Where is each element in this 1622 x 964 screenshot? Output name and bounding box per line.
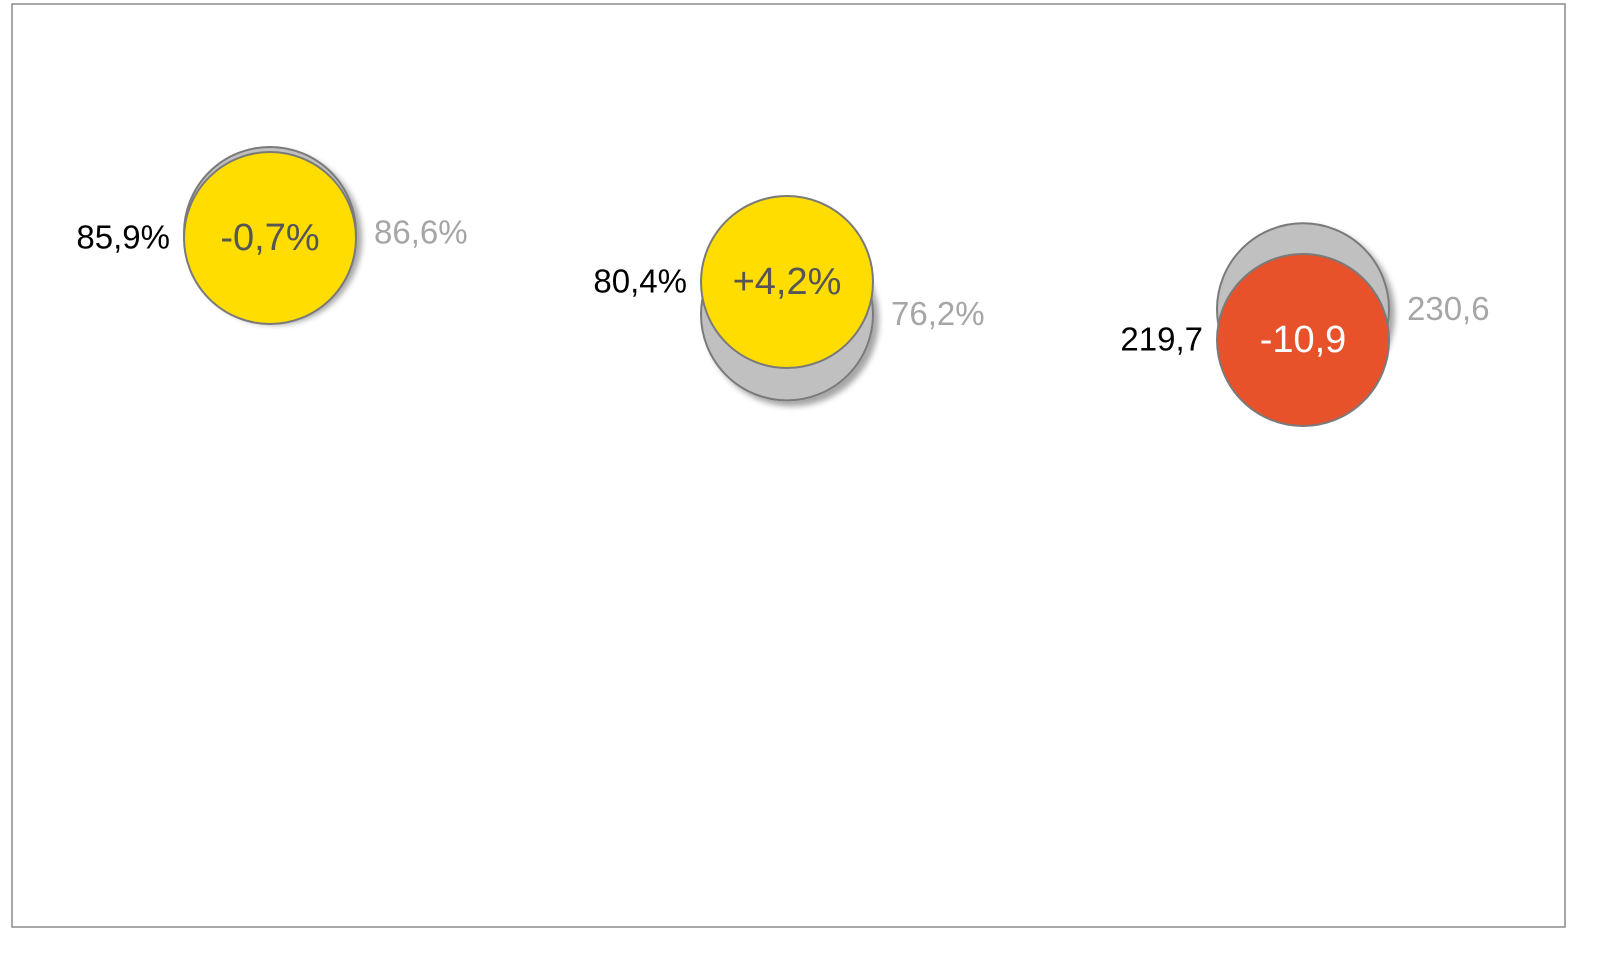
current-bubble [700, 195, 874, 369]
previous-label: 76,2% [891, 295, 985, 332]
previous-label: 230,6 [1407, 290, 1490, 327]
current-bubble [1216, 253, 1390, 427]
current-label: 80,4% [593, 263, 687, 300]
current-label: 85,9% [76, 219, 170, 256]
current-bubble [183, 151, 357, 325]
change-label: +4,2% [733, 261, 842, 303]
frame [11, 3, 1566, 928]
change-label: -0,7% [220, 217, 319, 259]
change-label: -10,9 [1260, 319, 1347, 361]
current-label: 219,7 [1120, 321, 1203, 358]
previous-label: 86,6% [374, 214, 468, 251]
